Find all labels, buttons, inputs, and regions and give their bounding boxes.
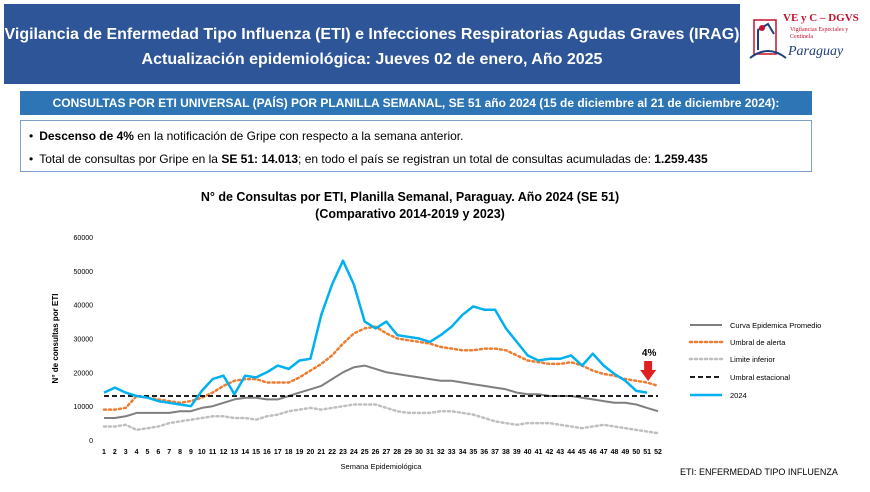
x-tick-label: 51 [643, 449, 651, 456]
x-tick-label: 16 [263, 449, 271, 456]
x-tick-label: 35 [469, 449, 477, 456]
y-tick-label: 10000 [74, 404, 94, 411]
x-tick-label: 19 [296, 449, 304, 456]
x-tick-label: 42 [545, 449, 553, 456]
logo-text-1: VE y C – DGVS [783, 12, 859, 24]
legend-label: Umbral de alerta [730, 338, 786, 347]
x-tick-label: 25 [361, 449, 369, 456]
x-tick-label: 10 [198, 449, 206, 456]
section-banner: CONSULTAS POR ETI UNIVERSAL (PAÍS) POR P… [20, 91, 812, 115]
x-tick-label: 27 [383, 449, 391, 456]
x-tick-label: 11 [209, 449, 217, 456]
chart-subtitle: (Comparativo 2014-2019 y 2023) [315, 207, 505, 221]
y-tick-label: 50000 [74, 269, 94, 276]
x-tick-label: 6 [156, 449, 160, 456]
x-tick-label: 29 [404, 449, 412, 456]
legend-label: Limite inferior [730, 355, 776, 364]
x-tick-label: 39 [513, 449, 521, 456]
x-tick-label: 7 [167, 449, 171, 456]
x-tick-label: 36 [480, 449, 488, 456]
x-tick-label: 45 [578, 449, 586, 456]
y-axis-label: N° de consultas por ETI [51, 294, 60, 384]
legend-label: Umbral estacional [730, 373, 790, 382]
legend-label: Curva Epidemica Promedio [730, 321, 821, 330]
x-axis-label: Semana Epidemiológica [341, 462, 423, 471]
x-tick-label: 41 [535, 449, 543, 456]
x-tick-label: 32 [437, 449, 445, 456]
y-tick-label: 20000 [74, 370, 94, 377]
x-tick-label: 37 [491, 449, 499, 456]
chart-title: N° de Consultas por ETI, Planilla Semana… [200, 190, 620, 204]
x-tick-label: 48 [611, 449, 619, 456]
x-tick-label: 3 [124, 449, 128, 456]
logo-text-4: Paraguay [788, 44, 844, 59]
bullet-1: • Descenso de 4% en la notificación de Gr… [29, 129, 463, 143]
bullet-2-bold-1: SE 51: 14.013 [221, 152, 299, 166]
page-subtitle: Actualización epidemiológica: Jueves 02 … [141, 51, 603, 68]
series-line-umbral-de-alerta [102, 325, 660, 411]
x-tick-label: 15 [252, 449, 260, 456]
x-tick-label: 21 [317, 449, 325, 456]
logo: VE y C – DGVS Vigilancias Especiales y C… [748, 6, 864, 72]
x-tick-label: 14 [241, 449, 249, 456]
x-tick-label: 52 [654, 449, 662, 456]
x-tick-label: 24 [350, 449, 358, 456]
x-tick-label: 9 [189, 449, 193, 456]
x-tick-label: 30 [415, 449, 423, 456]
x-tick-label: 33 [448, 449, 456, 456]
y-tick-label: 0 [89, 438, 93, 445]
x-tick-label: 22 [328, 449, 336, 456]
series-line-curva-epidemica-promedio [104, 364, 659, 419]
x-tick-label: 47 [600, 449, 608, 456]
y-tick-label: 30000 [74, 337, 94, 344]
x-tick-label: 13 [230, 449, 238, 456]
x-tick-label: 40 [524, 449, 532, 456]
series-line-limite-inferior [102, 403, 660, 435]
footnote: ETI: ENFERMEDAD TIPO INFLUENZA [680, 467, 838, 477]
x-tick-label: 8 [178, 449, 182, 456]
x-tick-label: 31 [426, 449, 434, 456]
x-tick-label: 18 [285, 449, 293, 456]
y-tick-label: 40000 [74, 303, 94, 310]
info-box: • Descenso de 4% en la notificación de Gr… [20, 120, 812, 172]
bullet-2-bold-2: 1.259.435 [654, 152, 708, 166]
x-tick-label: 43 [556, 449, 564, 456]
bullet-2: • Total de consultas por Gripe en la SE 5… [29, 152, 708, 166]
x-tick-label: 23 [339, 449, 347, 456]
legend-label: 2024 [730, 391, 747, 400]
bullet-icon: • [29, 129, 34, 143]
x-tick-label: 4 [135, 449, 139, 456]
bullet-2-text-a: Total de consultas por Gripe en la [39, 152, 222, 166]
page-title: Vigilancia de Enfermedad Tipo Influenza … [4, 26, 740, 43]
bullet-icon: • [29, 152, 34, 166]
bullet-1-text: en la notificación de Gripe con respecto… [133, 129, 464, 143]
logo-text-3: Centinela [790, 34, 813, 40]
x-tick-label: 12 [220, 449, 228, 456]
logo-emblem-icon [749, 19, 787, 59]
bullet-2-text-b: ; en todo el país se registran un total … [298, 152, 655, 166]
bullet-1-bold: Descenso de 4% [39, 129, 134, 143]
x-tick-label: 38 [502, 449, 510, 456]
x-tick-label: 46 [589, 449, 597, 456]
x-tick-label: 49 [622, 449, 630, 456]
x-tick-label: 2 [113, 449, 117, 456]
x-tick-label: 17 [274, 449, 282, 456]
x-tick-label: 34 [459, 449, 467, 456]
x-tick-label: 28 [393, 449, 401, 456]
x-tick-label: 44 [567, 449, 575, 456]
y-tick-label: 60000 [74, 235, 94, 242]
x-tick-label: 5 [145, 449, 149, 456]
x-tick-label: 20 [306, 449, 314, 456]
x-tick-label: 26 [372, 449, 380, 456]
logo-text-2: Vigilancias Especiales y [790, 27, 849, 33]
x-tick-label: 1 [102, 449, 106, 456]
down-arrow-icon [640, 361, 657, 381]
annotation-label: 4% [642, 348, 657, 359]
series-line-2024 [103, 259, 648, 408]
header-banner: Vigilancia de Enfermedad Tipo Influenza … [4, 4, 740, 84]
x-tick-label: 50 [632, 449, 640, 456]
